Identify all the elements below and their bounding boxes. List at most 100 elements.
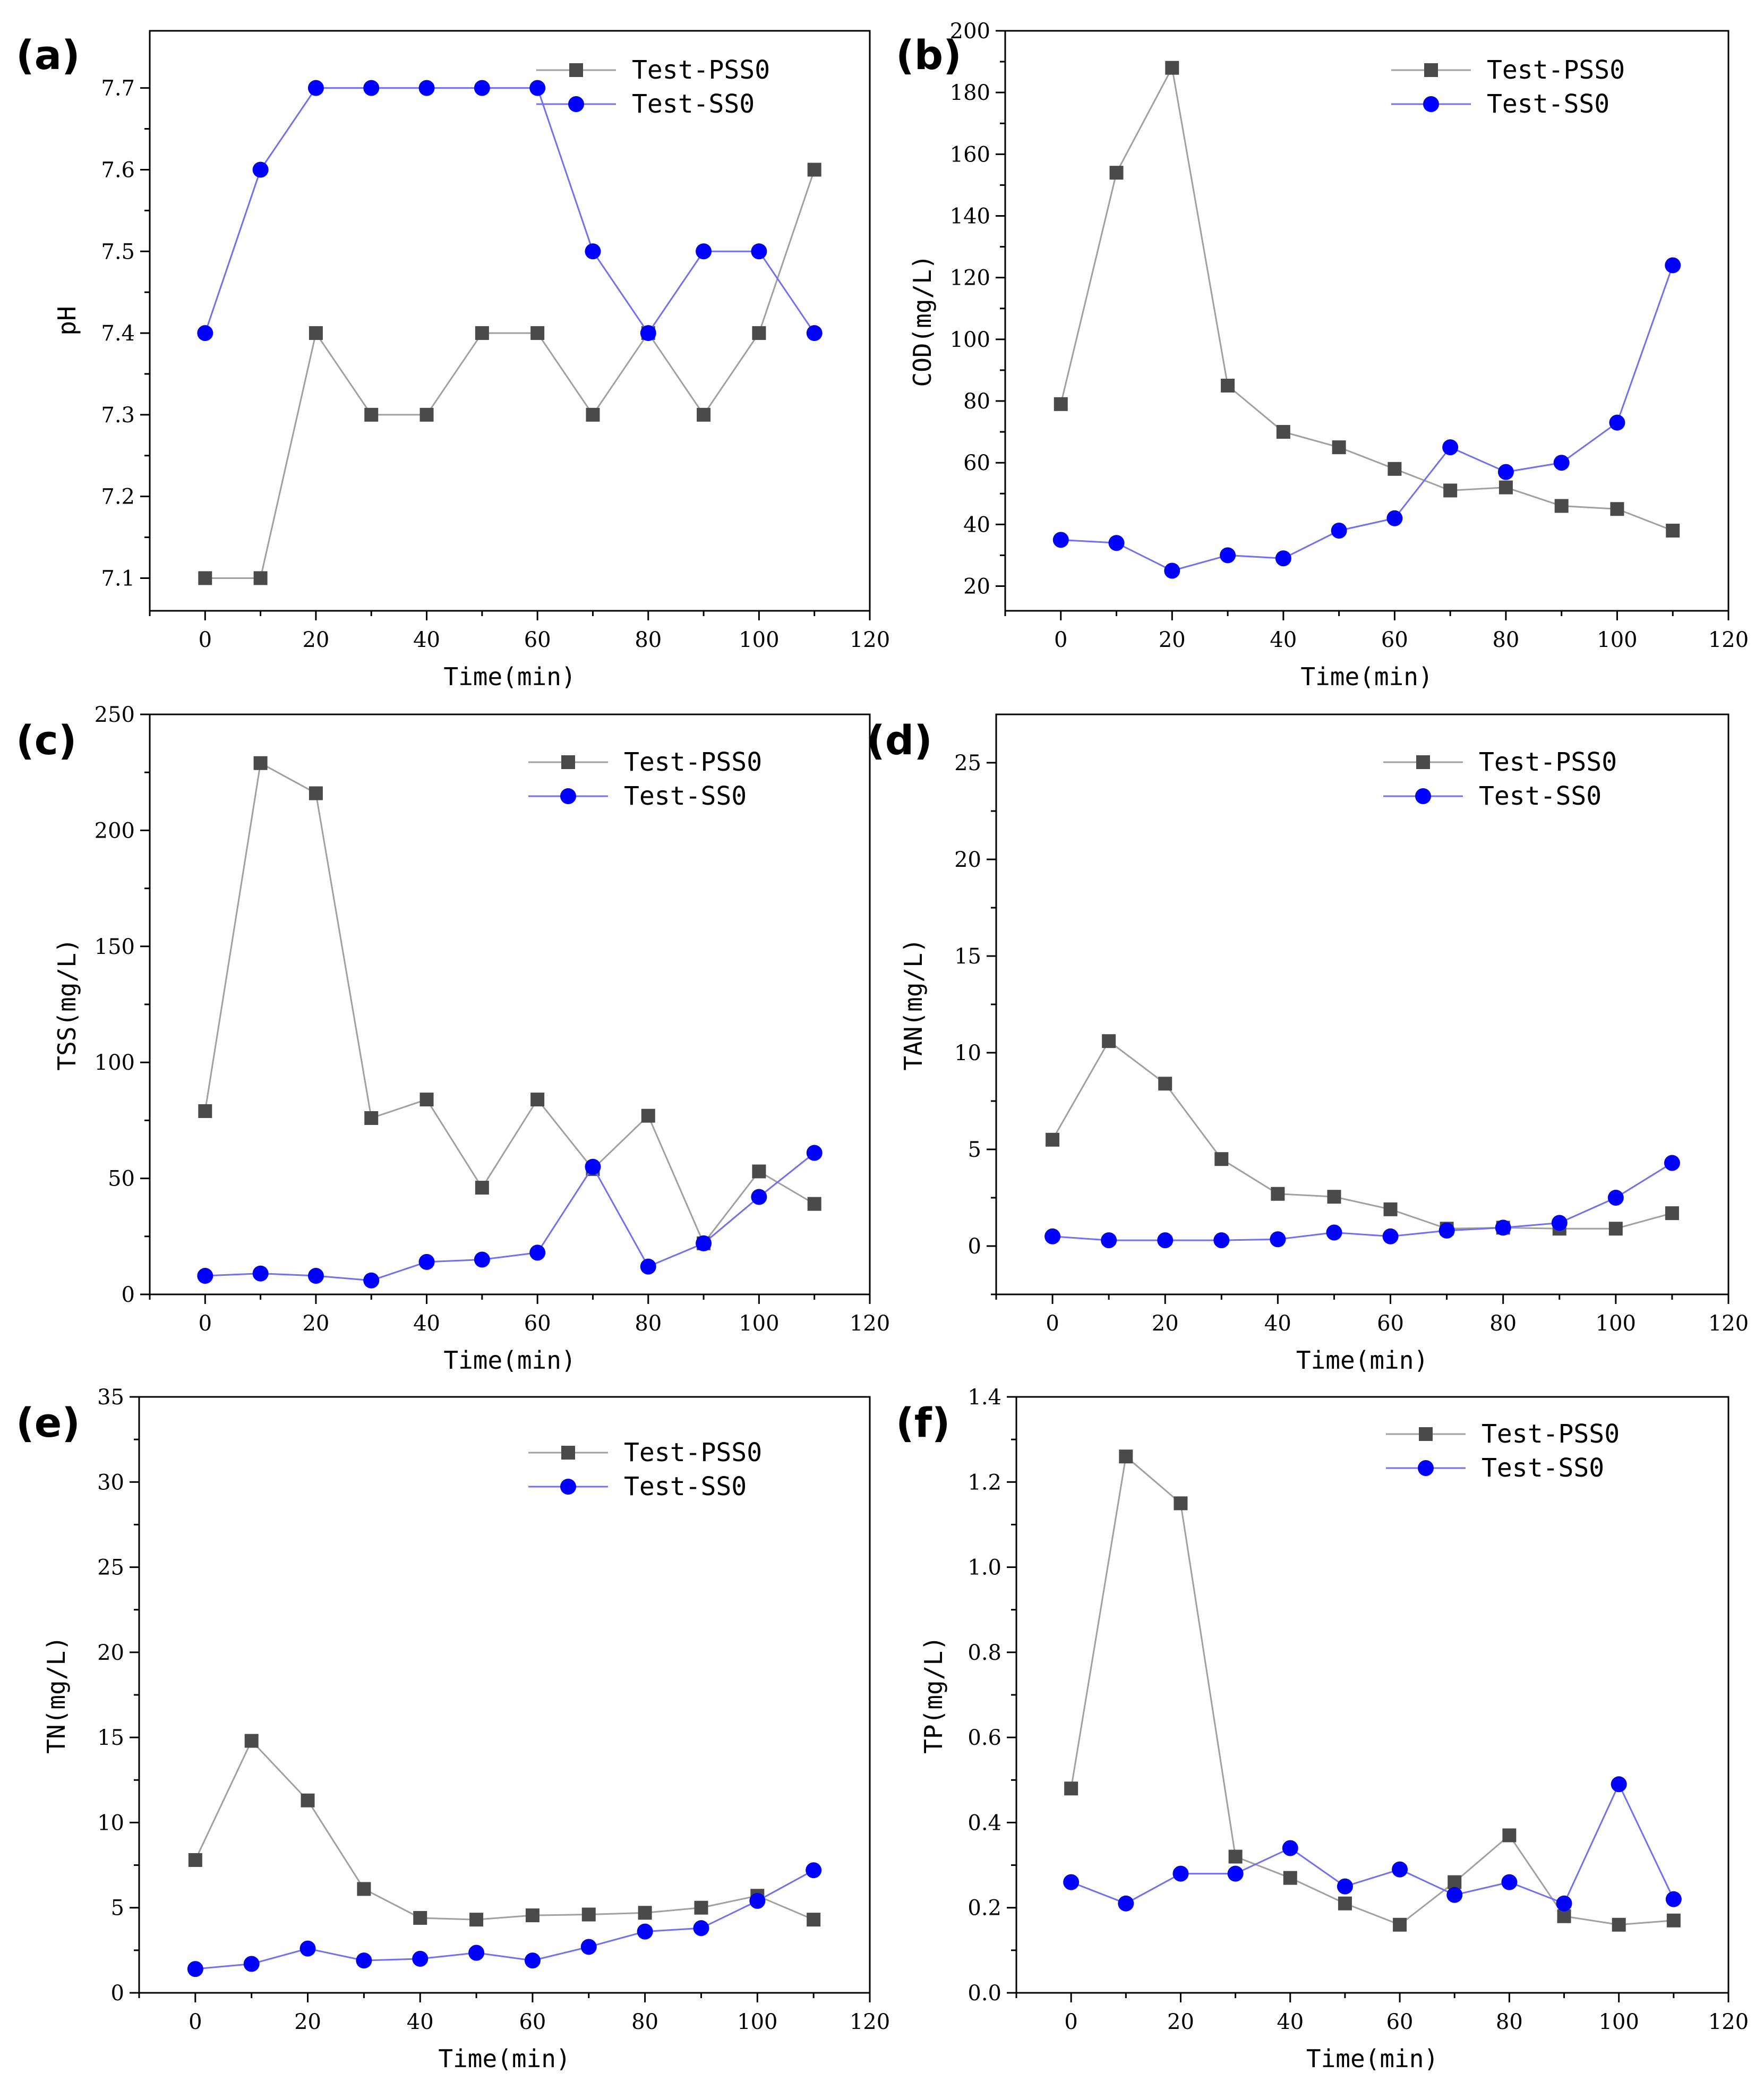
panel-b-series-ss0-point bbox=[1497, 464, 1514, 480]
panel-e-ytick-label: 25 bbox=[97, 1556, 124, 1580]
panel-e-series-ss0-point bbox=[299, 1940, 316, 1957]
panel-a-legend-ss0: Test-SS0 bbox=[536, 89, 755, 119]
panel-a-ylabel: pH bbox=[53, 306, 81, 335]
panel-e-ytick-label: 5 bbox=[111, 1896, 124, 1921]
panel-d-series-pss0-point bbox=[1158, 1077, 1172, 1091]
panel-f-xtick-label: 120 bbox=[1708, 2010, 1749, 2034]
panel-b-ytick-label: 140 bbox=[950, 204, 990, 229]
panel-f-legend-marker bbox=[1419, 1427, 1433, 1441]
panel-a-xtick-label: 60 bbox=[524, 628, 551, 652]
panel-d-series-ss0-point bbox=[1438, 1222, 1455, 1239]
panel-e-series-ss0-point bbox=[243, 1956, 260, 1972]
panel-d-xtick-label: 0 bbox=[1046, 1311, 1059, 1336]
panel-f-xtick-label: 20 bbox=[1167, 2010, 1194, 2034]
panel-a-xtick-label: 80 bbox=[635, 628, 662, 652]
panel-c-series-pss0-point bbox=[198, 1104, 212, 1118]
panel-a-series-ss0-point bbox=[307, 80, 324, 96]
panel-e-series-pss0-point bbox=[413, 1911, 427, 1925]
panel-f-ytick-label: 1.2 bbox=[967, 1470, 1001, 1495]
panel-e-series-ss0-line bbox=[195, 1869, 814, 1970]
panel-c-series-ss0-point bbox=[806, 1145, 823, 1161]
panel-d-ytick-label: 10 bbox=[954, 1041, 981, 1065]
panel-c-series-ss0-point bbox=[418, 1253, 435, 1270]
panel-a-ytick-label: 7.6 bbox=[101, 158, 135, 182]
panel-e-series-pss0-point bbox=[525, 1908, 540, 1923]
panel-d-series-pss0-point bbox=[1327, 1190, 1341, 1204]
panel-b-series-pss0-point bbox=[1666, 523, 1680, 538]
panel-a-series-pss0-point bbox=[530, 326, 545, 340]
panel-a-ytick-label: 7.7 bbox=[101, 76, 135, 101]
panel-e-series-pss0-point bbox=[638, 1906, 652, 1920]
panel-c-ytick-label: 0 bbox=[122, 1283, 135, 1307]
panel-e-ytick-label: 0 bbox=[111, 1981, 124, 2006]
panel-e-series-pss0-point bbox=[807, 1913, 821, 1927]
panel-c-series-ss0-point bbox=[751, 1189, 767, 1205]
panel-f-ytick-label: 1.4 bbox=[967, 1385, 1001, 1410]
panel-c-xtick-label: 0 bbox=[199, 1311, 212, 1336]
panel-b-ytick-label: 60 bbox=[963, 451, 990, 475]
panel-c-series-ss0-point bbox=[252, 1265, 269, 1282]
panel-a-series-ss0-point bbox=[529, 80, 546, 96]
panel-b-xtick-label: 100 bbox=[1597, 628, 1637, 652]
panel-e-series-ss0-point bbox=[412, 1950, 429, 1967]
panel-d-xlabel: Time(min) bbox=[1296, 1346, 1428, 1375]
panel-e-xtick-label: 100 bbox=[737, 2010, 777, 2034]
panel-a-series-ss0-line bbox=[204, 87, 815, 335]
panel-c: (c) 0 20 40 60 80 100 120 0 50 100 150 200 250 Time(mi… bbox=[16, 703, 890, 1375]
panel-b-series-pss0-point bbox=[1443, 483, 1458, 498]
panel-f-series-ss0-point bbox=[1556, 1895, 1572, 1912]
panel-b-xtick-label: 20 bbox=[1159, 628, 1186, 652]
panel-f-ylabel: TP(mg/L) bbox=[919, 1636, 948, 1754]
panel-f-series-ss0-point bbox=[1337, 1878, 1353, 1895]
panel-b-legend-label: Test-PSS0 bbox=[1487, 55, 1625, 85]
panel-d-legend-label: Test-PSS0 bbox=[1479, 747, 1617, 777]
panel-b-xtick-label: 40 bbox=[1270, 628, 1297, 652]
panel-c-legend-marker bbox=[561, 755, 575, 769]
panel-a-series-ss0-point bbox=[806, 325, 823, 342]
panel-c-legend-pss0: Test-PSS0 bbox=[528, 747, 762, 777]
panel-e-series-ss0-point bbox=[693, 1920, 709, 1937]
panel-b-ytick-label: 180 bbox=[950, 81, 990, 105]
panel-a-series-pss0-point bbox=[309, 326, 323, 340]
panel-e-xtick-label: 80 bbox=[631, 2010, 658, 2034]
panel-a-series-pss0-point bbox=[697, 407, 711, 422]
panel-c-label: (c) bbox=[16, 717, 77, 764]
panel-c-series-pss0-point bbox=[530, 1093, 545, 1107]
panel-a-xtick-label: 100 bbox=[739, 628, 779, 652]
panel-b-xtick-label: 0 bbox=[1054, 628, 1067, 652]
panel-f-series-pss0-point bbox=[1557, 1909, 1571, 1923]
panel-d-legend-marker bbox=[1415, 788, 1431, 804]
panel-a-series-pss0-point bbox=[752, 326, 766, 340]
panel-a-series-ss0-point bbox=[640, 325, 656, 342]
panel-d-xtick-label: 120 bbox=[1708, 1311, 1749, 1336]
panel-f-series-pss0-point bbox=[1119, 1449, 1133, 1464]
panel-f-series-pss0-point bbox=[1666, 1913, 1681, 1928]
panel-e-label: (e) bbox=[16, 1399, 80, 1446]
panel-e-ytick-label: 20 bbox=[97, 1641, 124, 1665]
panel-b-legend-label: Test-SS0 bbox=[1487, 89, 1609, 119]
panel-e-legend-label: Test-SS0 bbox=[624, 1472, 747, 1502]
panel-b-series-pss0-point bbox=[1498, 480, 1513, 494]
panel-c-ytick-label: 200 bbox=[95, 818, 135, 843]
panel-e-series-ss0-point bbox=[468, 1945, 485, 1961]
panel-c-series-ss0-point bbox=[474, 1251, 490, 1268]
panel-d-xtick-label: 100 bbox=[1596, 1311, 1636, 1336]
panel-f-xlabel: Time(min) bbox=[1306, 2044, 1438, 2073]
panel-f-series-ss0-point bbox=[1392, 1861, 1408, 1878]
panel-a-ytick-label: 7.5 bbox=[101, 240, 135, 264]
panel-c-series-ss0-point bbox=[640, 1258, 656, 1275]
panel-a-series-pss0-point bbox=[198, 571, 212, 585]
panel-c-series-pss0-point bbox=[364, 1111, 379, 1125]
panel-f-legend-label: Test-SS0 bbox=[1482, 1453, 1604, 1483]
panel-e-ytick-label: 15 bbox=[97, 1726, 124, 1750]
panel-d-series-ss0-point bbox=[1270, 1231, 1286, 1248]
panel-e-xtick-label: 40 bbox=[407, 2010, 434, 2034]
panel-a-series-ss0-point bbox=[363, 80, 380, 96]
panel-b-xlabel: Time(min) bbox=[1300, 662, 1433, 691]
panel-e-ytick-label: 30 bbox=[97, 1470, 124, 1495]
panel-a-series-pss0-point bbox=[364, 407, 379, 422]
panel-c-legend-label: Test-SS0 bbox=[624, 781, 747, 811]
panel-d-series-pss0-point bbox=[1271, 1187, 1285, 1201]
panel-e-series-ss0-point bbox=[806, 1862, 822, 1879]
